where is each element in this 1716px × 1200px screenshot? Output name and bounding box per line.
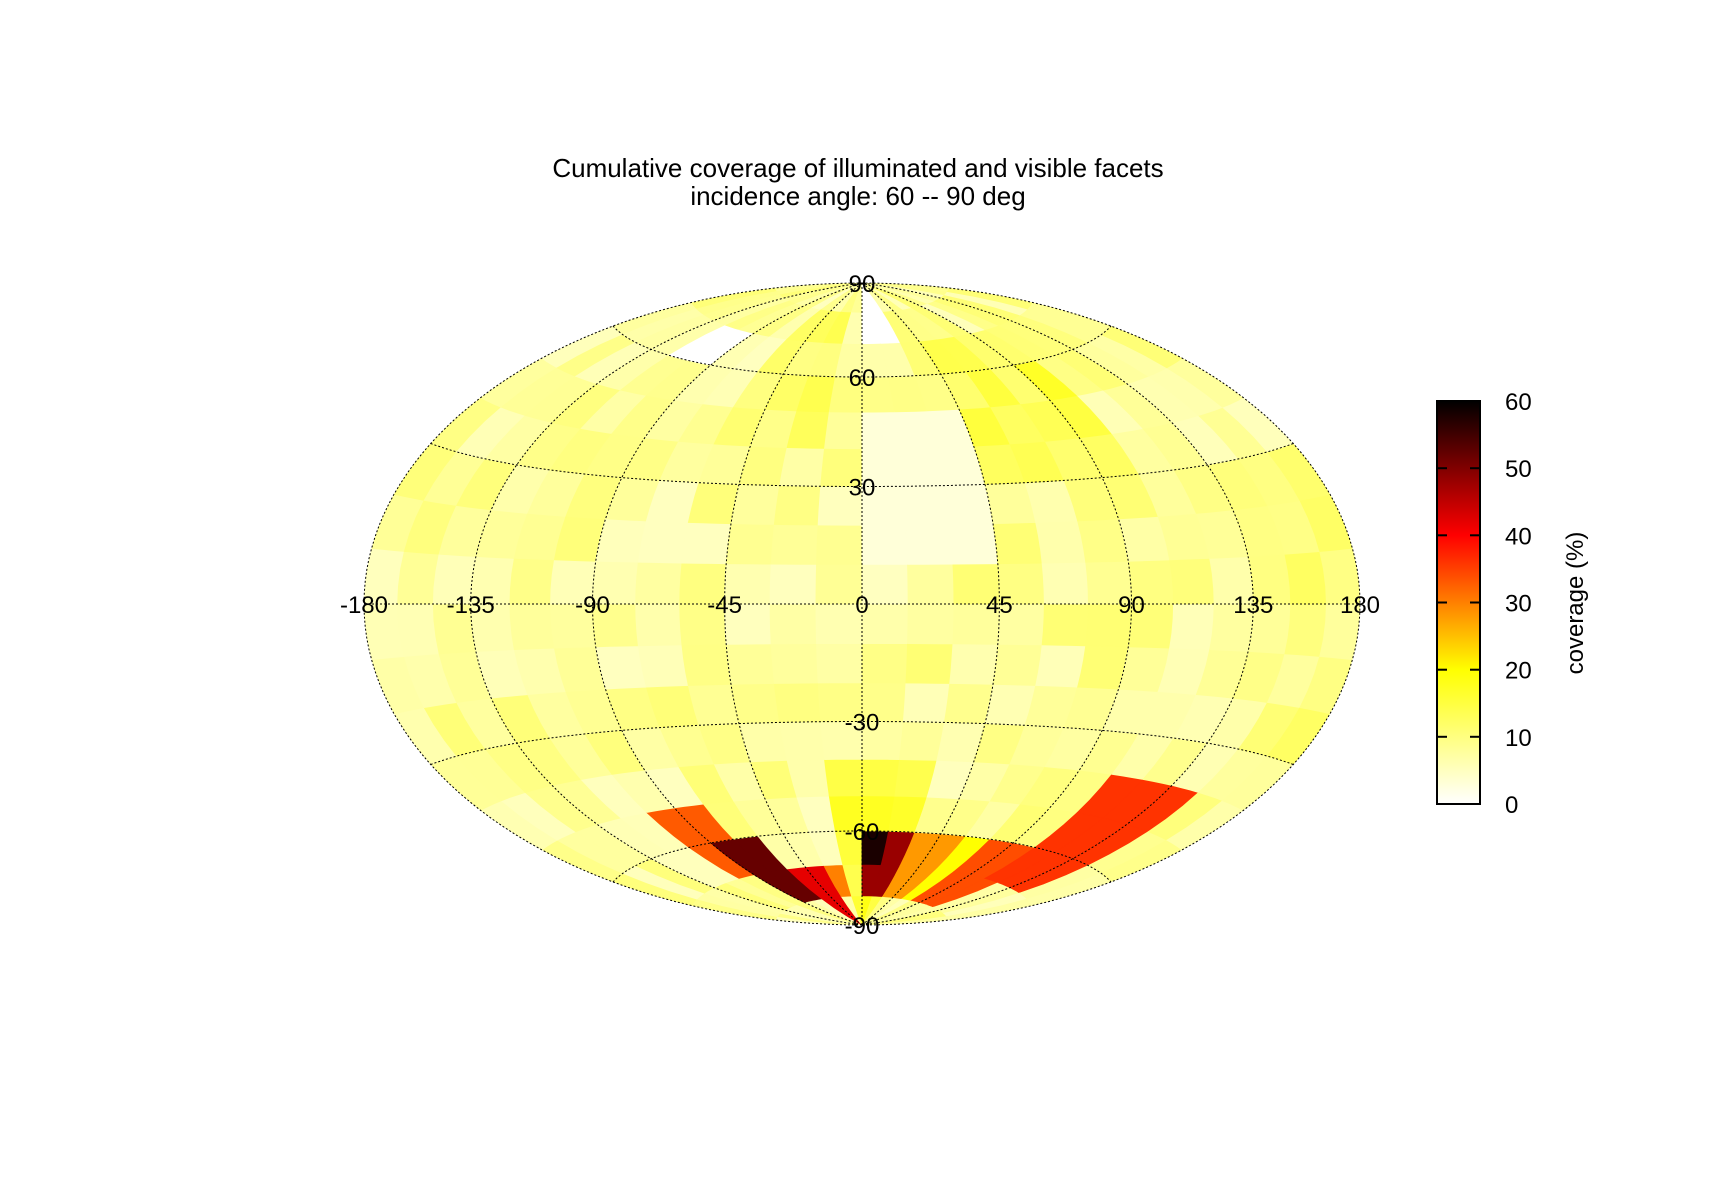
coverage-cell: [861, 524, 908, 565]
y-tick-label: 90: [849, 271, 876, 298]
coverage-cell: [1041, 561, 1089, 605]
coverage-cell: [769, 563, 817, 605]
coverage-cell: [992, 643, 1043, 686]
colorbar-label: coverage (%): [1562, 532, 1589, 675]
y-tick-label: 30: [849, 475, 876, 502]
coverage-cell: [730, 483, 781, 525]
coverage-cell: [861, 758, 900, 797]
x-tick-label: -90: [575, 592, 610, 619]
coverage-cell: [902, 682, 951, 723]
coverage-cell: [943, 683, 994, 725]
coverage-cell: [861, 603, 909, 644]
colorbar-tick-label: 50: [1505, 456, 1532, 483]
x-tick-label: 45: [986, 592, 1013, 619]
coverage-cell: [861, 564, 909, 605]
coverage-cell: [397, 551, 440, 605]
coverage-cell: [949, 643, 999, 685]
meridian-line: [861, 282, 1133, 926]
coverage-cell: [943, 483, 994, 525]
colorbar: 0 10 20 30 40 50 60 coverage (%): [1436, 389, 1589, 819]
x-tick-label: 90: [1118, 592, 1145, 619]
coverage-cell: [899, 721, 945, 761]
coverage-cell: [635, 561, 683, 605]
graticule: [363, 282, 1361, 926]
coverage-cell: [861, 283, 950, 292]
x-tick-label: -45: [707, 592, 742, 619]
coverage-cell: [861, 411, 900, 450]
coverage-cell: [681, 643, 732, 686]
coverage-cell: [824, 758, 863, 797]
coverage-cell: [992, 522, 1043, 565]
coverage-cell: [1035, 644, 1087, 688]
coverage-cell: [907, 563, 955, 605]
coverage-cell: [769, 603, 817, 645]
colorbar-tick-label: 0: [1505, 792, 1518, 819]
chart-title: Cumulative coverage of illuminated and v…: [552, 153, 1164, 183]
coverage-cell: [1169, 603, 1215, 651]
coverage-cell: [779, 447, 825, 487]
colorbar-tick-label: 60: [1505, 389, 1532, 416]
chart-subtitle: incidence angle: 60 -- 90 deg: [690, 181, 1026, 211]
coverage-cell: [1284, 603, 1327, 657]
coverage-cell: [770, 524, 819, 565]
y-tick-label: -90: [845, 913, 880, 940]
x-tick-label: 0: [855, 592, 868, 619]
x-tick-label: 135: [1233, 592, 1273, 619]
coverage-cell: [773, 485, 822, 526]
coverage-cell: [509, 603, 555, 651]
coverage-cell: [637, 520, 689, 564]
coverage-cell: [779, 721, 825, 761]
coverage-cell: [725, 523, 775, 565]
coverage-cell: [770, 643, 819, 684]
y-tick-label: -30: [845, 710, 880, 737]
colorbar-ticks: 0 10 20 30 40 50 60: [1437, 389, 1532, 819]
x-tick-label: -180: [340, 592, 388, 619]
coverage-cell: [816, 643, 863, 684]
coverage-cell: [637, 644, 689, 688]
coverage-cell: [899, 447, 945, 487]
coverage-cell: [1035, 520, 1087, 564]
coverage-cell: [907, 603, 955, 645]
coverage-cell: [816, 524, 863, 565]
coverage-cell: [902, 485, 951, 526]
coverage-cell: [1041, 603, 1089, 647]
y-tick-label: -60: [845, 819, 880, 846]
coverage-map: [364, 283, 1360, 925]
coverage-cell: [861, 643, 908, 684]
coverage-cell: [725, 643, 775, 685]
colorbar-tick-label: 10: [1505, 725, 1532, 752]
coverage-cell: [949, 523, 999, 565]
coverage-cell: [824, 411, 863, 450]
coverage-cell: [509, 557, 555, 605]
coverage-cell: [773, 682, 822, 723]
coverage-cell: [681, 522, 732, 565]
coverage-cell: [1319, 603, 1360, 661]
coverage-cell: [905, 524, 954, 565]
colorbar-tick-label: 40: [1505, 523, 1532, 550]
coverage-cell: [397, 603, 440, 657]
axis-tick-labels: -180 -135 -90 -45 0 45 90 135 180 90 60 30 -30 -60 -90: [340, 271, 1380, 940]
colorbar-tick-label: 30: [1505, 591, 1532, 618]
coverage-cell: [1284, 551, 1327, 605]
x-tick-label: -135: [447, 592, 495, 619]
y-tick-label: 60: [849, 365, 876, 392]
coverage-cell: [1169, 557, 1215, 605]
coverage-cell: [635, 603, 683, 647]
coverage-cell: [905, 643, 954, 684]
parallel-line: [612, 325, 1112, 378]
coverage-cell: [730, 683, 781, 725]
colorbar-tick-label: 20: [1505, 658, 1532, 685]
parallel-line: [612, 830, 1112, 883]
x-tick-label: 180: [1340, 592, 1380, 619]
